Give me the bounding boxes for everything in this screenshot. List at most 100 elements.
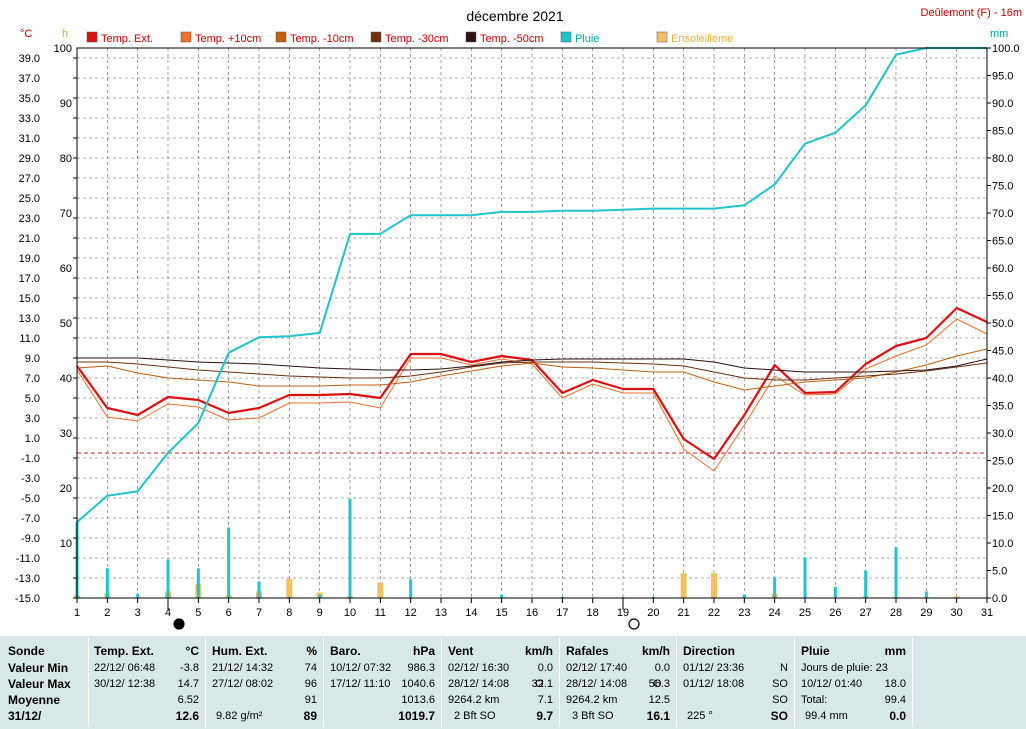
- x-tick-label: 19: [617, 607, 629, 619]
- rain-daily-bar: [136, 593, 140, 598]
- rain-daily-bar: [166, 559, 170, 598]
- rain-daily-bar: [924, 591, 928, 598]
- min-row-label: Valeur Min: [8, 661, 69, 675]
- y-tick-rain: 20.0: [992, 483, 1013, 495]
- temp-header: Temp. Ext.: [94, 644, 154, 658]
- y-tick-hum: 70: [60, 208, 72, 220]
- divider: [676, 638, 677, 727]
- baro-header: Baro.: [330, 644, 361, 658]
- x-tick-label: 28: [890, 607, 902, 619]
- y-tick-hum: 30: [60, 428, 72, 440]
- direction-max-datetime: 01/12/ 18:08: [683, 678, 745, 690]
- direction-degrees: 225 °: [687, 710, 713, 722]
- temp-unit-label: °C: [20, 28, 32, 40]
- rain-daily-bar: [257, 581, 261, 598]
- rain-daily-bar: [742, 594, 746, 598]
- y-tick-rain: 15.0: [992, 511, 1013, 523]
- series-temp-10cm: [76, 348, 988, 391]
- weather-chart: décembre 2021 Deûlemont (F) - 16m °C h m…: [15, 7, 1022, 630]
- direction-min-value: N: [780, 662, 788, 674]
- hum-avg-value: 91: [304, 694, 317, 706]
- y-tick-rain: 25.0: [992, 456, 1013, 468]
- legend-label: Temp. -10cm: [290, 33, 354, 45]
- y-tick-temp: -9.0: [21, 533, 40, 545]
- y-tick-rain: 10.0: [992, 538, 1013, 550]
- chart-lines: [76, 47, 988, 523]
- x-tick-label: 8: [286, 607, 292, 619]
- hum-min-datetime: 21/12/ 14:32: [212, 662, 274, 674]
- legend-swatch: [560, 31, 572, 43]
- plot-frame: [76, 47, 988, 599]
- y-tick-rain: 50.0: [992, 318, 1013, 330]
- y-tick-rain: 75.0: [992, 181, 1013, 193]
- y-tick-rain: 40.0: [992, 373, 1013, 385]
- x-tick-label: 15: [496, 607, 508, 619]
- y-tick-rain: 55.0: [992, 291, 1013, 303]
- direction-column: Direction 01/12/ 23:36 N 01/12/ 18:08 SO…: [677, 636, 794, 729]
- direction-header: Direction: [683, 644, 736, 658]
- rain-daily-bar: [287, 596, 291, 598]
- y-tick-temp: -5.0: [21, 493, 40, 505]
- y-tick-temp: 13.0: [19, 313, 40, 325]
- humidity-column: Hum. Ext. % 21/12/ 14:32 74 27/12/ 08:02…: [206, 636, 323, 729]
- y-tick-temp: -3.0: [21, 473, 40, 485]
- rain-daily-bar: [348, 499, 352, 598]
- y-tick-temp: 3.0: [25, 413, 40, 425]
- y-tick-hum: 50: [60, 318, 72, 330]
- y-tick-rain: 70.0: [992, 208, 1013, 220]
- wind-max-direction: O: [535, 678, 544, 690]
- station-label: Deûlemont (F) - 16m: [921, 7, 1022, 19]
- y-tick-temp: -11.0: [16, 553, 40, 565]
- gusts-column: Rafales km/h 02/12/ 17:40 0.0 28/12/ 14:…: [560, 636, 676, 729]
- y-tick-temp: -1.0: [21, 453, 40, 465]
- sunshine-bar: [680, 573, 687, 598]
- y-tick-temp: 35.0: [19, 93, 40, 105]
- hum-absolute-value: 9.82 g/m²: [216, 710, 263, 722]
- y-tick-temp: 19.0: [19, 253, 40, 265]
- x-tick-label: 4: [165, 607, 171, 619]
- y-tick-rain: 90.0: [992, 98, 1013, 110]
- y-tick-rain: 65.0: [992, 236, 1013, 248]
- legend-label: Temp. +10cm: [195, 33, 261, 45]
- temp-unit: °C: [185, 644, 199, 658]
- y-tick-rain: 30.0: [992, 428, 1013, 440]
- y-tick-hum: 80: [60, 153, 72, 165]
- summary-table: Sonde Valeur Min Valeur Max Moyenne 31/1…: [0, 636, 1026, 729]
- legend-label: Temp. -50cm: [480, 33, 544, 45]
- wind-max-value: 32.1: [531, 678, 553, 690]
- gusts-unit: km/h: [641, 644, 670, 658]
- x-tick-label: 11: [375, 607, 386, 619]
- y-tick-hum: 40: [60, 373, 72, 385]
- rain-daily-bar: [500, 594, 504, 598]
- gusts-max-value: 56.3: [648, 678, 670, 690]
- legend-label: Temp. -30cm: [385, 33, 449, 45]
- baro-column: Baro. hPa 10/12/ 07:32 986.3 17/12/ 11:1…: [324, 636, 441, 729]
- baro-current-value: 1019.7: [398, 709, 435, 723]
- wind-min-value: 0.0: [537, 662, 553, 674]
- rain-daily-bar: [773, 577, 777, 598]
- x-tick-label: 5: [195, 607, 201, 619]
- legend-swatch: [180, 31, 192, 43]
- x-tick-label: 12: [405, 607, 417, 619]
- y-tick-temp: 7.0: [25, 373, 40, 385]
- max-row-label: Valeur Max: [8, 677, 71, 691]
- baro-avg-value: 1013.6: [401, 694, 435, 706]
- wind-unit: km/h: [524, 644, 553, 658]
- rain-max-value: 18.0: [884, 678, 906, 690]
- rain-header: Pluie: [801, 644, 830, 658]
- x-tick-label: 30: [951, 607, 963, 619]
- x-tick-label: 21: [678, 607, 690, 619]
- hum-current-value: 89: [303, 709, 317, 723]
- y-tick-hum: 100: [54, 43, 72, 55]
- rain-daily-bar: [105, 568, 109, 598]
- y-tick-rain: 5.0: [992, 566, 1007, 578]
- temp-min-value: -3.8: [180, 662, 199, 674]
- chart-axes: 39.037.035.033.031.029.027.025.023.021.0…: [15, 43, 1020, 630]
- y-tick-hum: 10: [60, 538, 72, 550]
- sunshine-bar: [711, 573, 717, 598]
- rain-column: Pluie mm Jours de pluie: 23 10/12/ 01:40…: [795, 636, 912, 729]
- hum-max-datetime: 27/12/ 08:02: [212, 678, 274, 690]
- y-tick-temp: 31.0: [19, 133, 40, 145]
- gusts-min-datetime: 02/12/ 17:40: [566, 662, 628, 674]
- legend-swatch: [86, 31, 98, 43]
